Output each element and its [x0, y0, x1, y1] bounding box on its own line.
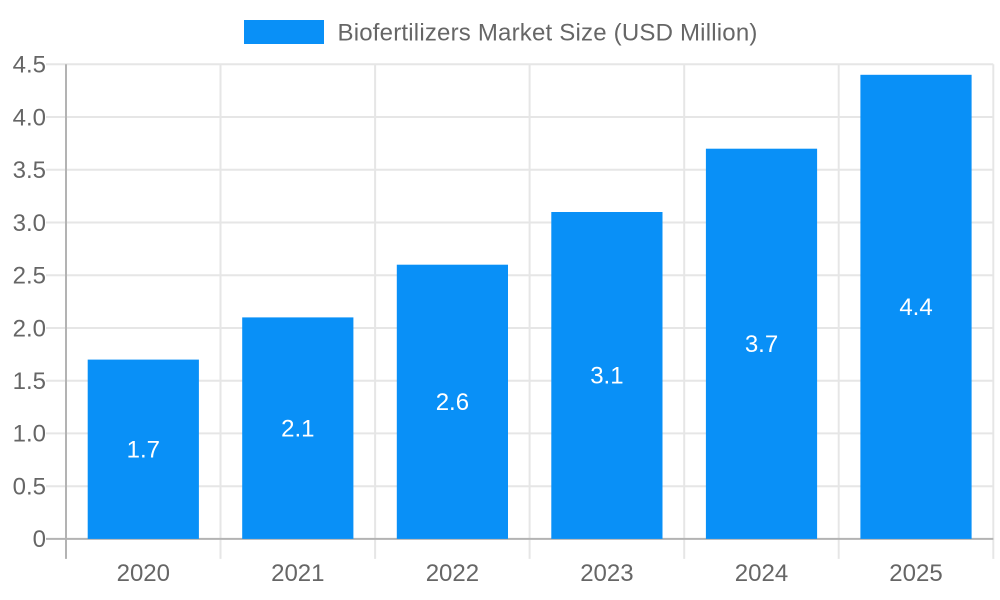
svg-text:2021: 2021	[271, 560, 324, 587]
svg-text:2022: 2022	[426, 560, 479, 587]
svg-text:2.0: 2.0	[13, 315, 46, 342]
svg-text:2.6: 2.6	[436, 389, 469, 416]
svg-text:0: 0	[33, 526, 46, 553]
svg-text:1.7: 1.7	[127, 437, 160, 464]
svg-text:4.0: 4.0	[13, 104, 46, 131]
svg-text:0.5: 0.5	[13, 474, 46, 501]
svg-text:1.5: 1.5	[13, 368, 46, 395]
svg-text:2024: 2024	[735, 560, 788, 587]
svg-text:2023: 2023	[580, 560, 633, 587]
svg-text:3.0: 3.0	[13, 210, 46, 237]
svg-text:3.1: 3.1	[590, 363, 623, 390]
svg-text:2025: 2025	[889, 560, 942, 587]
svg-text:Biofertilizers Market Size (US: Biofertilizers Market Size (USD Million)	[338, 20, 758, 47]
svg-text:1.0: 1.0	[13, 421, 46, 448]
svg-text:4.4: 4.4	[899, 294, 932, 321]
svg-text:3.5: 3.5	[13, 157, 46, 184]
svg-text:3.7: 3.7	[745, 331, 778, 358]
svg-text:2.5: 2.5	[13, 263, 46, 290]
svg-text:2020: 2020	[117, 560, 170, 587]
svg-text:4.5: 4.5	[13, 52, 46, 79]
svg-text:2.1: 2.1	[281, 416, 314, 443]
